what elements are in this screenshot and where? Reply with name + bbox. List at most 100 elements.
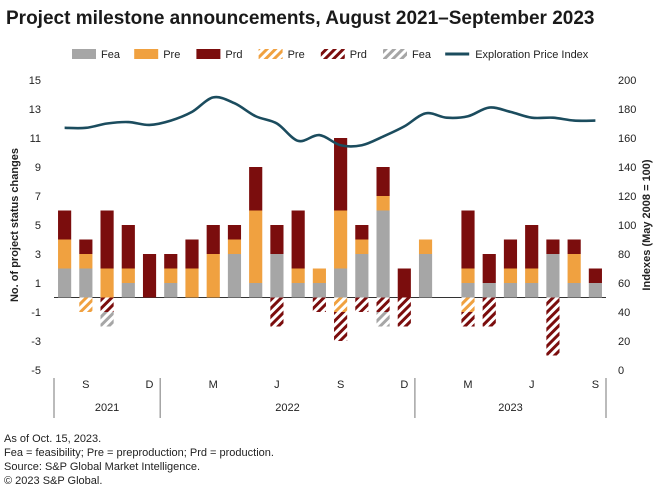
bar-pre-2023-03 <box>461 268 475 283</box>
bar-pre-2022-07 <box>291 268 305 283</box>
y-tick-label: 3 <box>35 249 41 261</box>
bar-prd-2021-12 <box>142 254 157 298</box>
exploration-price-index-line <box>64 95 596 148</box>
year-label: 2022 <box>275 402 299 414</box>
bar-fea-2022-01 <box>164 283 178 298</box>
bar-fea-2023-04 <box>482 283 496 298</box>
y-tick-label: 11 <box>30 133 41 145</box>
y-tick-label: 9 <box>35 162 41 174</box>
chart-title: Project milestone announcements, August … <box>6 8 595 29</box>
bar-fea-2022-04 <box>227 254 242 298</box>
bar-prd-2022-12 <box>397 268 411 298</box>
bar-pre-2022-05 <box>249 210 263 283</box>
legend-label: Pre <box>163 49 180 61</box>
bar-prd-2021-09 <box>79 239 93 254</box>
y2-tick-label: 200 <box>618 75 636 87</box>
bar-pre-2022-09 <box>334 210 348 269</box>
bar-pre-2022-02 <box>185 268 199 298</box>
bar-prd-negative--2022-06 <box>270 297 284 327</box>
bar-prd-2023-09 <box>588 268 602 283</box>
bar-pre-2021-11 <box>121 268 135 283</box>
y2-tick-label: 60 <box>618 278 630 290</box>
y2-tick-label: 180 <box>618 104 636 116</box>
bar-pre-2023-01 <box>418 239 433 254</box>
bar-pre-negative--2023-03 <box>461 297 475 312</box>
y2-tick-label: 120 <box>618 191 636 203</box>
bar-pre-2022-01 <box>164 268 178 283</box>
legend-label: Fea <box>412 49 432 61</box>
footnote-legend-key: Fea = feasibility; Pre = preproduction; … <box>4 447 274 459</box>
bar-fea-2023-06 <box>525 283 539 298</box>
bar-fea-2022-07 <box>291 283 305 298</box>
y2-tick-label: 140 <box>618 162 636 174</box>
y2-tick-label: 40 <box>618 307 630 319</box>
legend-item-3: Pre <box>258 49 305 61</box>
legend-item-5: Fea <box>383 49 432 61</box>
bar-pre-2022-11 <box>376 196 390 211</box>
bar-fea-2023-07 <box>546 254 560 298</box>
legend-label: Prd <box>350 49 367 61</box>
footnote-copyright: © 2023 S&P Global. <box>4 475 103 487</box>
legend-swatch-solid <box>134 49 159 59</box>
footnote-date: As of Oct. 15, 2023. <box>4 433 102 445</box>
legend-swatch-hatch <box>383 49 407 59</box>
bar-pre-2021-10 <box>100 268 114 298</box>
line-layer <box>64 95 596 148</box>
month-label: D <box>400 379 408 391</box>
legend-swatch-hatch <box>320 49 345 59</box>
bar-pre-2021-08 <box>58 239 72 269</box>
bar-prd-negative--2023-07 <box>546 297 560 356</box>
y-tick-label: 5 <box>35 220 41 232</box>
bar-fea-2023-09 <box>588 283 602 298</box>
legend-label: Prd <box>225 49 242 61</box>
legend-item-1: Pre <box>134 49 180 61</box>
month-label: M <box>463 379 472 391</box>
bar-fea-2021-11 <box>121 283 135 298</box>
bar-pre-2023-08 <box>567 254 581 283</box>
bar-pre-negative--2021-09 <box>79 297 93 312</box>
legend-swatch-solid <box>196 49 221 59</box>
bar-prd-2022-11 <box>376 167 390 196</box>
bar-prd-2023-04 <box>482 254 496 283</box>
bar-prd-2022-10 <box>355 225 369 240</box>
month-label: J <box>529 379 535 391</box>
y2-tick-label: 160 <box>618 133 636 145</box>
bar-fea-negative--2022-11 <box>376 312 390 327</box>
legend-label: Pre <box>288 49 305 61</box>
bar-pre-2023-05 <box>503 268 518 283</box>
label-layer: -5-3-11357911131502040608010012014016018… <box>9 75 653 414</box>
bar-prd-2021-10 <box>100 210 114 269</box>
bar-fea-2022-06 <box>270 254 284 298</box>
bar-fea-2023-08 <box>567 283 581 298</box>
bar-pre-2022-03 <box>206 254 220 298</box>
bar-prd-negative--2023-04 <box>482 297 496 327</box>
legend-item-0: Fea <box>72 49 121 61</box>
bar-prd-2022-04 <box>227 225 242 240</box>
bar-fea-2023-03 <box>461 283 475 298</box>
y-axis-title: No. of project status changes <box>9 148 21 302</box>
bar-pre-2022-10 <box>355 239 369 254</box>
bar-prd-2023-07 <box>546 239 560 254</box>
bar-fea-2023-01 <box>418 254 433 298</box>
bar-fea-2022-11 <box>376 210 390 298</box>
y2-tick-label: 80 <box>618 249 630 261</box>
y-tick-label: -1 <box>31 307 41 319</box>
legend-label: Exploration Price Index <box>475 49 589 61</box>
bar-fea-2021-08 <box>58 268 72 298</box>
legend-item-4: Prd <box>320 49 367 61</box>
y-tick-label: -5 <box>31 365 41 377</box>
legend-item-2: Prd <box>196 49 243 61</box>
bar-pre-2021-09 <box>79 254 93 269</box>
y-tick-label: 15 <box>29 75 41 87</box>
month-label: S <box>82 379 89 391</box>
y2-tick-label: 100 <box>618 220 636 232</box>
legend: Fea Pre Prd Pre Prd Fea Exploration Price Inde… <box>72 49 589 61</box>
bar-prd-2022-06 <box>270 225 284 254</box>
y-tick-label: 1 <box>35 278 41 290</box>
bar-pre-negative--2022-09 <box>334 297 348 312</box>
month-label: S <box>337 379 344 391</box>
bar-fea-negative--2021-10 <box>100 312 114 327</box>
bar-prd-negative--2022-10 <box>355 297 369 312</box>
y2-tick-label: 0 <box>618 365 624 377</box>
